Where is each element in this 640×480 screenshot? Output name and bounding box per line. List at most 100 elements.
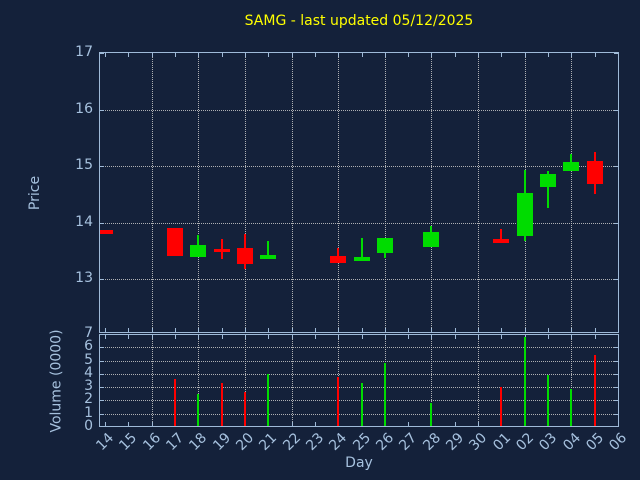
x-tick-mark: [361, 53, 363, 57]
x-tick-mark: [548, 328, 550, 332]
vertical-gridline: [478, 53, 480, 332]
vertical-gridline: [151, 335, 153, 426]
volume-bar: [570, 389, 573, 426]
y-tick-mark: [614, 400, 618, 402]
candle-body: [423, 231, 440, 247]
y-tick-mark: [100, 166, 104, 168]
candle-wick: [547, 170, 550, 208]
horizontal-gridline: [100, 373, 618, 375]
x-tick-mark: [384, 335, 386, 339]
x-tick-mark: [454, 335, 456, 339]
x-tick-mark: [431, 53, 433, 57]
y-tick-mark: [614, 413, 618, 415]
x-tick-mark: [618, 335, 619, 339]
price-tick-label: 17: [75, 44, 93, 60]
x-tick-mark: [594, 53, 596, 57]
x-tick-mark: [431, 335, 433, 339]
x-tick-mark: [268, 335, 270, 339]
x-tick-mark: [408, 328, 410, 332]
candle-body: [586, 160, 603, 185]
x-tick-mark: [221, 53, 223, 57]
y-tick-mark: [614, 279, 618, 281]
y-tick-mark: [100, 109, 104, 111]
x-tick-label-text: 28: [419, 430, 444, 454]
volume-bar: [383, 362, 386, 426]
x-tick-mark: [501, 328, 503, 332]
volume-bar: [593, 355, 596, 426]
candle-wick: [267, 240, 270, 260]
x-tick-mark: [618, 328, 619, 332]
horizontal-gridline: [100, 413, 618, 415]
candle-body: [166, 228, 183, 256]
x-tick-mark: [454, 328, 456, 332]
x-tick-label-text: 03: [536, 430, 561, 454]
horizontal-gridline: [100, 347, 618, 349]
x-tick-mark: [244, 335, 246, 339]
x-tick-label-text: 24: [326, 430, 351, 454]
x-tick-mark: [291, 53, 293, 57]
horizontal-gridline: [100, 166, 618, 168]
volume-tick-label: 1: [84, 404, 93, 421]
x-tick-mark: [198, 53, 200, 57]
volume-bar: [547, 375, 550, 426]
x-tick-mark: [221, 335, 223, 339]
x-tick-mark: [478, 335, 480, 339]
candle-body: [563, 161, 580, 171]
candle-body: [516, 193, 533, 236]
x-tick-mark: [128, 335, 130, 339]
x-tick-mark: [431, 328, 433, 332]
price-plot-area: [99, 52, 619, 333]
x-tick-mark: [291, 328, 293, 332]
x-tick-mark: [174, 53, 176, 57]
x-tick-label-text: 17: [163, 430, 188, 454]
candle-body: [100, 230, 113, 235]
volume-bar: [523, 336, 526, 426]
horizontal-gridline: [100, 109, 618, 111]
y-tick-mark: [614, 109, 618, 111]
volume-bar: [337, 376, 340, 426]
x-tick-mark: [314, 328, 316, 332]
y-tick-mark: [100, 360, 104, 362]
x-tick-mark: [548, 335, 550, 339]
x-tick-mark: [408, 335, 410, 339]
volume-bar: [173, 379, 176, 426]
x-tick-label-text: 01: [489, 430, 514, 454]
vertical-gridline: [198, 335, 200, 426]
x-tick-mark: [314, 53, 316, 57]
y-tick-mark: [100, 53, 104, 54]
volume-bar: [500, 387, 503, 426]
x-tick-mark: [198, 328, 200, 332]
x-tick-mark: [618, 422, 619, 426]
x-tick-label-text: 18: [186, 430, 211, 454]
x-tick-label-text: 21: [256, 430, 281, 454]
x-tick-label-text: 06: [606, 430, 631, 454]
x-tick-mark: [268, 328, 270, 332]
x-tick-mark: [244, 53, 246, 57]
y-tick-mark: [614, 387, 618, 389]
x-tick-mark: [384, 53, 386, 57]
x-tick-mark: [384, 328, 386, 332]
x-tick-mark: [221, 328, 223, 332]
x-tick-mark: [105, 422, 106, 426]
candle-wick: [360, 237, 363, 261]
x-tick-mark: [408, 53, 410, 57]
x-tick-mark: [198, 335, 200, 339]
y-tick-mark: [100, 279, 104, 281]
x-tick-label-text: 26: [373, 430, 398, 454]
x-tick-mark: [548, 53, 550, 57]
vertical-gridline: [431, 53, 433, 332]
x-tick-mark: [338, 328, 340, 332]
vertical-gridline: [384, 53, 386, 332]
x-tick-mark: [454, 53, 456, 57]
candle-body: [330, 255, 347, 263]
x-tick-mark: [244, 328, 246, 332]
x-tick-mark: [478, 328, 480, 332]
x-tick-label-text: 19: [209, 430, 234, 454]
vertical-gridline: [478, 335, 480, 426]
x-tick-mark: [361, 328, 363, 332]
x-tick-mark: [174, 335, 176, 339]
x-tick-label-text: 25: [349, 430, 374, 454]
x-tick-mark: [571, 328, 573, 332]
price-tick-label: 14: [75, 213, 93, 230]
